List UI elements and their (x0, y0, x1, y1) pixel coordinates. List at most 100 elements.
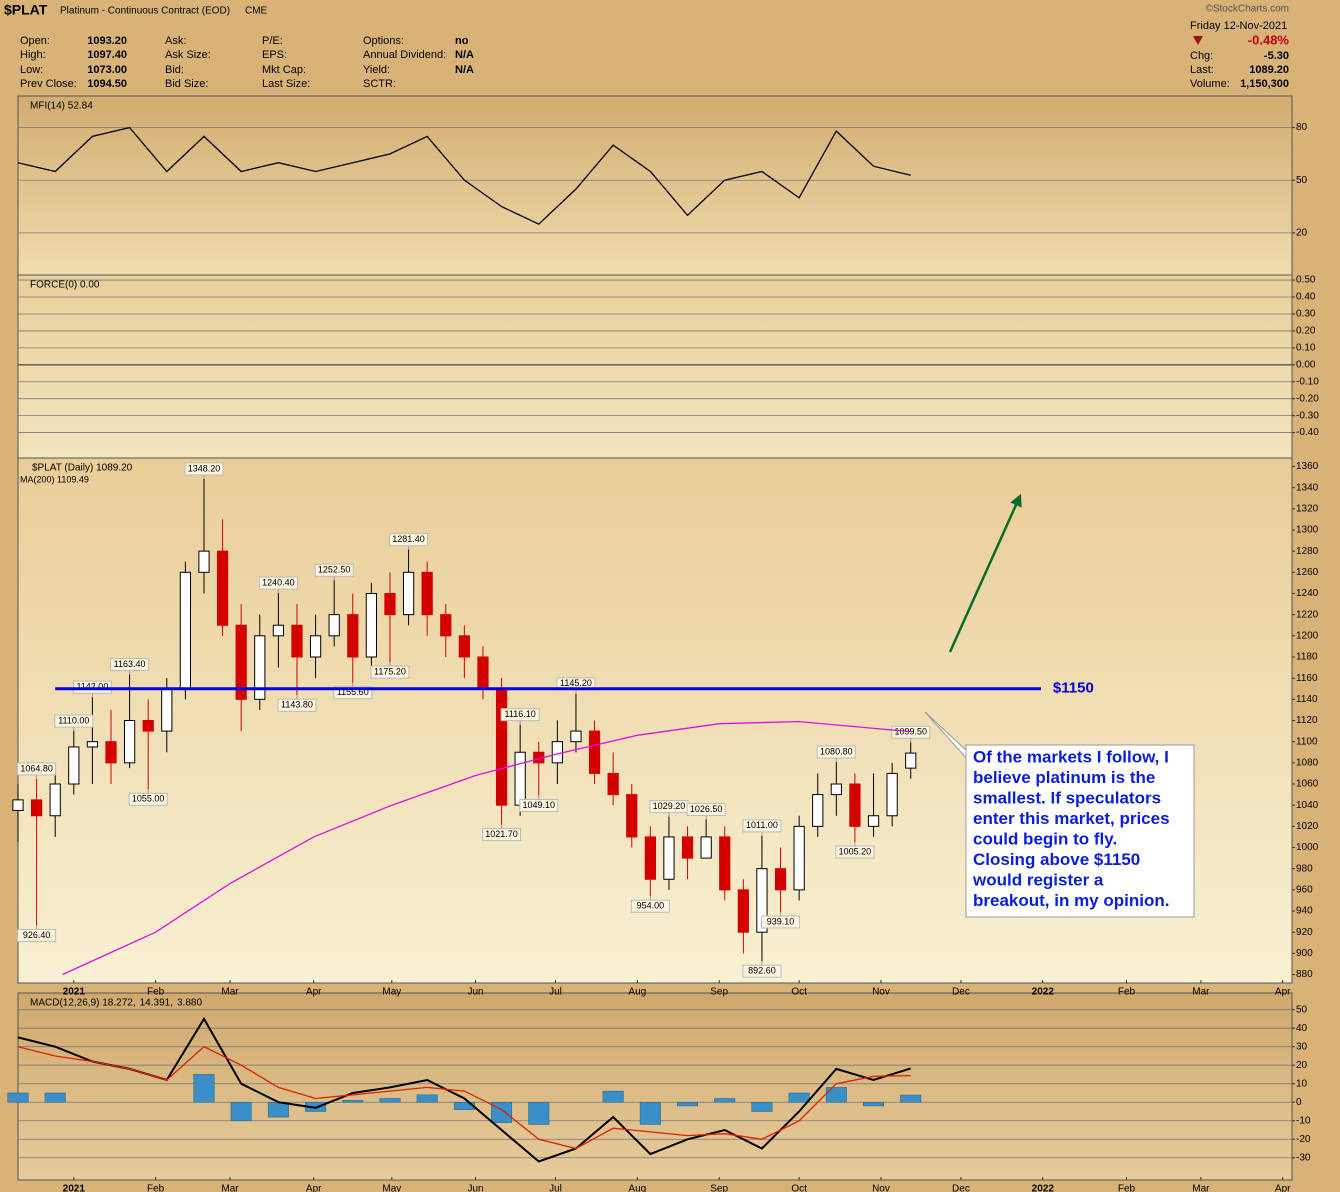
y-tick-label: -0.30 (1296, 410, 1319, 421)
quote-label: SCTR: (363, 78, 396, 90)
label-box (184, 462, 224, 476)
histogram-bar (528, 1101, 550, 1125)
price-label: 1029.20 (653, 801, 686, 811)
x-tick-label: Nov (872, 987, 890, 998)
symbol: $PLAT (4, 2, 48, 18)
price-label: 1064.80 (20, 763, 53, 773)
y-tick-label: 1040 (1296, 800, 1319, 811)
histogram-bar (416, 1094, 438, 1103)
x-tick-label: Apr (306, 987, 322, 998)
x-tick-label: Dec (952, 1184, 970, 1192)
label-box (314, 563, 354, 577)
candle-body (663, 836, 675, 880)
y-tick-label: 0.20 (1296, 326, 1316, 337)
y-tick-label: 0.40 (1296, 292, 1316, 303)
histogram-bar (491, 1101, 513, 1123)
x-tick-label: Jun (467, 987, 483, 998)
x-tick-label: Apr (1275, 987, 1291, 998)
quote-label: Bid: (165, 64, 184, 76)
quote-value: 1097.40 (87, 49, 127, 61)
quote-value: 1073.00 (87, 64, 127, 76)
x-tick-label: Oct (791, 987, 807, 998)
quote-label: Prev Close: (20, 78, 77, 90)
candle-body (886, 772, 898, 817)
y-tick-label: 50 (1296, 1004, 1308, 1015)
x-tick-label: Apr (306, 1184, 322, 1192)
callout-line: Closing above $1150 (973, 850, 1140, 869)
y-tick-label: 80 (1296, 122, 1308, 133)
y-tick-label: 1240 (1296, 588, 1319, 599)
price-label: 1116.10 (505, 709, 536, 719)
candle-body (421, 571, 433, 616)
y-tick-label: 0 (1296, 1097, 1302, 1108)
candle-body (105, 741, 117, 764)
y-tick-label: -30 (1296, 1152, 1311, 1163)
candle-body (626, 794, 638, 838)
candle-body (867, 815, 880, 827)
candle-body (607, 772, 619, 796)
label-box (761, 915, 801, 929)
price-label: 1348.20 (188, 463, 221, 473)
x-tick-label: 2022 (1032, 987, 1055, 998)
y-tick-label: 40 (1296, 1023, 1308, 1034)
label-box (891, 725, 931, 739)
candle-body (86, 741, 99, 748)
candle-body (123, 720, 136, 764)
x-tick-label: 2022 (1032, 1184, 1055, 1192)
candle-body (161, 688, 173, 732)
quote-label: Ask Size: (165, 49, 211, 61)
quote-value: N/A (455, 49, 474, 61)
price-label: 1163.40 (114, 659, 146, 669)
price-label: 1026.50 (690, 804, 723, 814)
panel-legend: MFI(14) 52.84 (30, 101, 93, 112)
label-box (630, 899, 670, 913)
candle-body (793, 825, 805, 891)
candle-body (849, 783, 861, 827)
candle-body (402, 571, 415, 616)
series-line (17, 1045, 911, 1150)
candle-body (384, 592, 396, 616)
candle-body (142, 720, 154, 732)
candle-body (756, 868, 768, 933)
x-tick-label: Mar (221, 987, 239, 998)
down-icon (1193, 36, 1203, 45)
quote-label: High: (20, 49, 46, 61)
quote-label: Last: (1190, 64, 1214, 76)
candle-body (347, 614, 359, 658)
callout-line: Of the markets I follow, I (973, 747, 1169, 766)
histogram-bar (267, 1101, 289, 1118)
histogram-bar (714, 1098, 736, 1103)
price-label: 1049.10 (522, 800, 555, 810)
candle-body (235, 624, 247, 700)
x-tick-label: 2021 (63, 987, 86, 998)
quote-label: Bid Size: (165, 78, 208, 90)
change-pct: -0.48% (1248, 32, 1290, 47)
label-box (742, 819, 782, 833)
y-tick-label: 1060 (1296, 779, 1319, 790)
quote-label: Volume: (1190, 78, 1230, 90)
quote-label: EPS: (262, 49, 287, 61)
callout-line: could begin to fly. (973, 829, 1117, 848)
candle-body (905, 752, 917, 769)
x-tick-label: Feb (1118, 1184, 1136, 1192)
label-box (742, 964, 782, 978)
price-label: 1240.40 (262, 577, 295, 587)
y-tick-label: 1160 (1296, 673, 1318, 684)
price-label: 1145.20 (560, 678, 592, 688)
callout-line: smallest. If speculators (973, 788, 1161, 807)
candle-body (291, 624, 303, 658)
histogram-bar (900, 1094, 922, 1103)
candle-body (309, 635, 322, 658)
quote-label: P/E: (262, 35, 283, 47)
y-tick-label: 0.10 (1296, 343, 1316, 354)
x-tick-label: Mar (221, 1184, 239, 1192)
candle-body (216, 550, 229, 626)
label-box (835, 845, 875, 859)
callout-line: believe platinum is the (973, 768, 1155, 787)
x-tick-label: Mar (1192, 1184, 1210, 1192)
quote-label: Options: (363, 35, 404, 47)
label-box (389, 533, 429, 547)
price-label: 1005.20 (839, 846, 872, 856)
label-box (500, 708, 540, 722)
price-label: 1281.40 (392, 534, 425, 544)
